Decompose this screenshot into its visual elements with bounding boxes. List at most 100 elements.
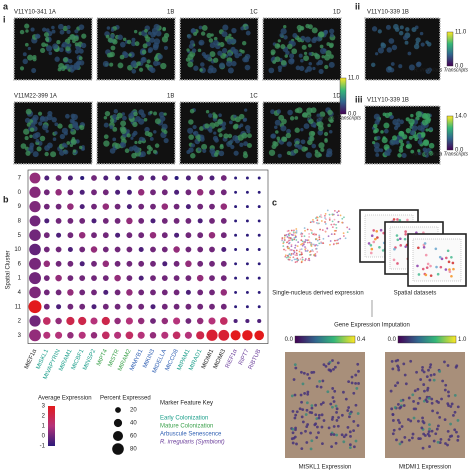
speckle xyxy=(138,67,144,72)
spot xyxy=(344,397,348,401)
dot xyxy=(138,218,145,224)
spatial-dot xyxy=(417,273,421,276)
spatial-dot xyxy=(438,255,442,259)
dot xyxy=(138,175,145,181)
speckle xyxy=(141,137,146,142)
speckle xyxy=(232,135,239,142)
dot xyxy=(221,246,227,253)
dot xyxy=(197,218,203,224)
umap-point xyxy=(295,252,298,255)
speckle xyxy=(150,31,157,38)
umap-point xyxy=(284,234,286,237)
speckle xyxy=(187,61,194,68)
speckle xyxy=(306,107,313,114)
spot xyxy=(290,394,294,398)
spot xyxy=(428,365,432,369)
speckle xyxy=(202,148,207,154)
speckle xyxy=(40,47,46,54)
spatial-dot xyxy=(447,260,451,264)
dot xyxy=(91,260,97,267)
speckle xyxy=(81,33,87,39)
umap-point xyxy=(330,233,333,236)
umap-point xyxy=(322,242,325,245)
umap-point xyxy=(281,238,284,241)
spot xyxy=(357,369,360,373)
dot xyxy=(29,200,41,213)
speckle xyxy=(383,122,390,129)
umap-point xyxy=(310,241,313,244)
dot xyxy=(91,203,97,210)
dot xyxy=(234,176,238,180)
speckle xyxy=(61,41,68,48)
speckle xyxy=(227,67,234,74)
speckle xyxy=(221,31,228,38)
speckle xyxy=(75,61,80,66)
speckle xyxy=(374,146,381,153)
dot xyxy=(230,330,241,341)
spot xyxy=(356,412,360,415)
speckle xyxy=(122,115,127,121)
umap-point xyxy=(285,256,288,259)
spot xyxy=(329,402,333,406)
dot xyxy=(114,246,121,253)
dot xyxy=(257,248,261,251)
dot xyxy=(79,189,85,195)
spot xyxy=(438,441,442,444)
spatial-dot xyxy=(395,234,399,237)
dot xyxy=(103,289,109,295)
spot xyxy=(336,361,340,365)
umap-point xyxy=(329,240,332,242)
spot xyxy=(304,413,308,416)
speckle xyxy=(299,65,305,72)
spot xyxy=(429,363,433,367)
spot xyxy=(333,389,337,393)
umap-point xyxy=(286,245,289,248)
speckle xyxy=(40,115,45,121)
dot xyxy=(138,246,144,253)
dot xyxy=(43,331,51,339)
speckle xyxy=(405,27,410,32)
umap-point xyxy=(292,252,295,255)
speckle xyxy=(411,27,417,33)
spot xyxy=(348,443,352,447)
y-tick-label: 8 xyxy=(18,218,22,224)
speckle xyxy=(286,141,292,147)
tile-title: 1C xyxy=(250,10,258,16)
umap-point xyxy=(320,220,323,222)
umap-point xyxy=(343,216,345,219)
speckle xyxy=(400,142,405,147)
speckle xyxy=(153,111,157,116)
speckle xyxy=(67,58,73,64)
speckle xyxy=(68,123,74,129)
speckle xyxy=(197,147,202,152)
spot xyxy=(418,396,422,400)
spot xyxy=(306,373,310,376)
dot xyxy=(102,203,110,210)
speckle xyxy=(373,129,378,134)
spatial-dot xyxy=(417,246,420,250)
spatial-dot xyxy=(445,256,448,260)
umap-point xyxy=(300,251,303,254)
spot xyxy=(396,403,400,406)
speckle xyxy=(109,118,115,123)
spot xyxy=(317,431,320,435)
umap-point xyxy=(346,226,349,229)
spot xyxy=(449,405,453,408)
umap-point xyxy=(328,213,331,216)
spatial-dot xyxy=(403,237,407,241)
speckle xyxy=(103,115,108,120)
speckle xyxy=(277,65,283,70)
umap-point xyxy=(324,213,327,215)
spot xyxy=(447,394,451,398)
spatial-dot xyxy=(452,267,455,271)
speckle xyxy=(22,52,27,57)
dot xyxy=(43,189,50,196)
y-tick-label: 9 xyxy=(18,204,22,210)
spatial-dot xyxy=(436,272,440,276)
speckle xyxy=(188,119,194,125)
dot xyxy=(174,189,180,195)
dot xyxy=(55,274,62,282)
speckle xyxy=(57,23,64,30)
speckle xyxy=(405,144,410,149)
umap-point xyxy=(309,228,312,231)
